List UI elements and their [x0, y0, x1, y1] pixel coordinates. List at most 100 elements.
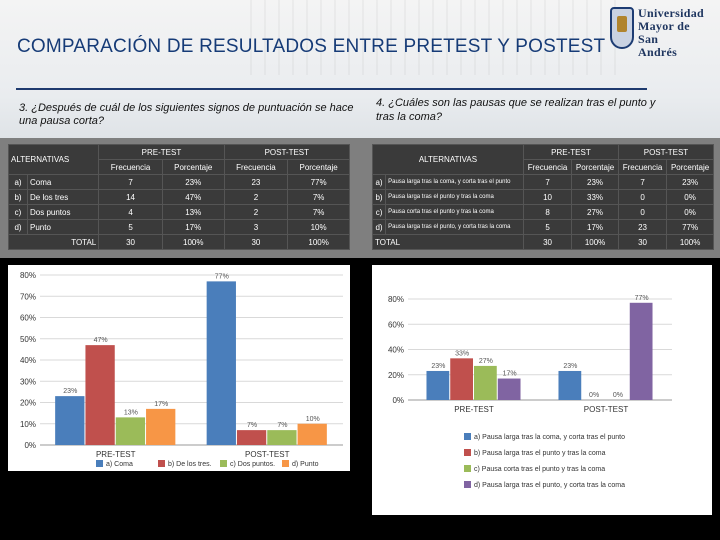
data-label: 10%	[306, 416, 320, 423]
y-tick-label: 20%	[20, 399, 36, 408]
bar	[426, 370, 450, 400]
question-3-table: ALTERNATIVAS PRE-TEST POST-TEST Frecuenc…	[7, 144, 351, 250]
watermark-pattern	[250, 0, 620, 75]
freq-header: Frecuencia	[98, 159, 163, 175]
table-header-row: ALTERNATIVAS PRE-TEST POST-TEST	[7, 144, 351, 175]
bar	[55, 396, 85, 445]
data-label: 23%	[563, 363, 577, 370]
y-tick-label: 60%	[388, 320, 404, 329]
legend-swatch	[464, 481, 471, 488]
question-4-chart-svg: 0% 20% 40% 60% 80% 23% 33% 27% 17% PRE-TEST 23% 0% 0…	[388, 295, 672, 489]
pct-header: Porcentaje	[666, 159, 714, 175]
post-test-header: POST-TEST	[223, 144, 351, 160]
x-tick-label: PRE-TEST	[454, 405, 494, 414]
legend-swatch	[220, 460, 227, 467]
y-tick-label: 0%	[392, 396, 404, 405]
pct-header: Porcentaje	[571, 159, 619, 175]
legend-label: d) Punto	[292, 461, 319, 468]
bar	[85, 345, 115, 445]
legend-label: a) Pausa larga tras la coma, y corta tra…	[474, 434, 625, 441]
pct-header: Porcentaje	[287, 159, 350, 175]
slide-title: COMPARACIÓN DE RESULTADOS ENTRE PRETEST …	[17, 36, 606, 57]
table-header-row: ALTERNATIVAS PRE-TEST POST-TEST	[372, 144, 715, 175]
table-row: b) Pausa larga tras el punto y tras la c…	[371, 189, 714, 205]
bar	[450, 358, 473, 400]
data-label: 23%	[63, 388, 77, 395]
pre-test-header: PRE-TEST	[98, 144, 225, 160]
data-label: 0%	[613, 392, 623, 399]
data-label: 27%	[479, 358, 493, 365]
y-tick-label: 60%	[20, 314, 36, 323]
y-tick-label: 40%	[20, 356, 36, 365]
bar	[236, 430, 267, 445]
data-label: 13%	[124, 409, 138, 416]
bar	[629, 302, 653, 400]
data-label: 23%	[431, 363, 445, 370]
legend-label: b) Pausa larga tras el punto y tras la c…	[474, 450, 606, 457]
table-row: a) Coma 7 23% 23 77%	[8, 174, 350, 190]
x-tick-label: PRE-TEST	[96, 450, 136, 459]
y-tick-label: 20%	[388, 371, 404, 380]
table-row: c) Dos puntos 4 13% 2 7%	[8, 204, 350, 220]
x-tick-label: POST-TEST	[584, 405, 629, 414]
freq-header: Frecuencia	[617, 159, 668, 175]
y-tick-label: 80%	[388, 295, 404, 304]
title-underline	[16, 88, 647, 90]
alternativas-header: ALTERNATIVAS	[7, 144, 100, 175]
question-4-table: ALTERNATIVAS PRE-TEST POST-TEST Frecuenc…	[371, 144, 715, 250]
crest-icon	[610, 7, 634, 49]
pre-test-header: PRE-TEST	[522, 144, 619, 160]
bar	[146, 408, 176, 445]
y-tick-label: 10%	[20, 420, 36, 429]
data-label: 0%	[589, 392, 599, 399]
data-label: 33%	[455, 350, 469, 357]
legend-swatch	[464, 465, 471, 472]
legend-label: d) Pausa larga tras el punto, y corta tr…	[474, 482, 625, 489]
table-subheader-row: Frecuencia Porcentaje Frecuencia Porcent…	[9, 159, 350, 175]
question-3-chart: 0% 10% 20% 30% 40% 50% 60% 70% 80% 23% 47% 13% 17% PR…	[8, 265, 350, 471]
table-total-row: TOTAL 30 100% 30 100%	[7, 234, 350, 250]
slide-header-area	[0, 0, 720, 138]
question-4: 4. ¿Cuáles son las pausas que se realiza…	[376, 97, 656, 123]
y-tick-label: 30%	[20, 377, 36, 386]
bar	[297, 423, 327, 445]
data-label: 47%	[94, 337, 108, 344]
data-label: 7%	[247, 422, 257, 429]
question-3-chart-svg: 0% 10% 20% 30% 40% 50% 60% 70% 80% 23% 47% 13% 17% PR…	[20, 271, 343, 468]
bar	[206, 281, 236, 445]
table-subheader-row: Frecuencia Porcentaje Frecuencia Porcent…	[373, 159, 714, 175]
legend-label: c) Dos puntos.	[230, 461, 275, 468]
y-tick-label: 50%	[20, 335, 36, 344]
table-row: d) Pausa larga tras el punto, y corta tr…	[371, 219, 714, 235]
table-row: c) Pausa corta tras el punto y tras la c…	[371, 204, 714, 220]
post-test-header: POST-TEST	[617, 144, 715, 160]
y-tick-label: 40%	[388, 346, 404, 355]
pct-header: Porcentaje	[161, 159, 225, 175]
data-label: 17%	[154, 401, 168, 408]
freq-header: Frecuencia	[223, 159, 289, 175]
table-row: b) De los tres 14 47% 2 7%	[8, 189, 350, 205]
y-tick-label: 70%	[20, 292, 36, 301]
y-tick-label: 80%	[20, 271, 36, 280]
legend-swatch	[282, 460, 289, 467]
bar	[558, 370, 582, 400]
legend-swatch	[464, 433, 471, 440]
question-3: 3. ¿Después de cuál de los siguientes si…	[19, 102, 354, 127]
university-logo: Universidad Mayor de San Andrés	[610, 5, 710, 59]
legend-label: c) Pausa corta tras el punto y tras la c…	[474, 466, 605, 473]
alternativas-header: ALTERNATIVAS	[372, 144, 524, 175]
data-label: 17%	[503, 371, 517, 378]
question-4-chart: 0% 20% 40% 60% 80% 23% 33% 27% 17% PRE-TEST 23% 0% 0…	[372, 265, 712, 515]
legend-swatch	[464, 449, 471, 456]
x-tick-label: POST-TEST	[245, 450, 290, 459]
bar	[267, 430, 297, 445]
table-total-row: TOTAL 30 100% 30 100%	[372, 234, 714, 250]
bar	[115, 417, 146, 445]
y-tick-label: 0%	[24, 441, 36, 450]
table-row: a) Pausa larga tras la coma, y corta tra…	[371, 174, 714, 190]
bar	[497, 378, 521, 400]
data-label: 77%	[635, 295, 649, 302]
bar	[474, 365, 497, 400]
data-label: 77%	[215, 273, 229, 280]
table-row: d) Punto 5 17% 3 10%	[8, 219, 350, 235]
